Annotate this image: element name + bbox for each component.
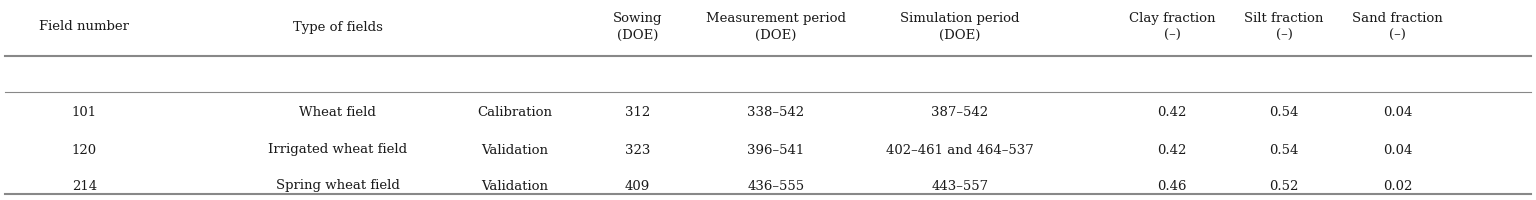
Text: Irrigated wheat field: Irrigated wheat field [269,144,407,156]
Text: 0.42: 0.42 [1157,106,1187,118]
Text: 338–542: 338–542 [746,106,805,118]
Text: 0.54: 0.54 [1269,106,1299,118]
Text: 436–555: 436–555 [746,180,805,192]
Text: 409: 409 [625,180,650,192]
Text: Simulation period
(DOE): Simulation period (DOE) [900,12,1020,42]
Text: Calibration: Calibration [478,106,551,118]
Text: 0.52: 0.52 [1269,180,1299,192]
Text: 402–461 and 464–537: 402–461 and 464–537 [886,144,1034,156]
Text: 0.04: 0.04 [1382,106,1413,118]
Text: Field number: Field number [40,21,129,33]
Text: 0.42: 0.42 [1157,144,1187,156]
Text: 387–542: 387–542 [931,106,989,118]
Text: Validation: Validation [481,180,548,192]
Text: Spring wheat field: Spring wheat field [276,180,399,192]
Text: Clay fraction
(–): Clay fraction (–) [1129,12,1215,42]
Text: Wheat field: Wheat field [300,106,376,118]
Text: 214: 214 [72,180,97,192]
Text: 120: 120 [72,144,97,156]
Text: Validation: Validation [481,144,548,156]
Text: 396–541: 396–541 [746,144,805,156]
Text: Sowing
(DOE): Sowing (DOE) [613,12,662,42]
Text: 323: 323 [625,144,650,156]
Text: 0.54: 0.54 [1269,144,1299,156]
Text: Silt fraction
(–): Silt fraction (–) [1244,12,1324,42]
Text: 312: 312 [625,106,650,118]
Text: 443–557: 443–557 [931,180,989,192]
Text: 101: 101 [72,106,97,118]
Text: Sand fraction
(–): Sand fraction (–) [1352,12,1444,42]
Text: 0.46: 0.46 [1157,180,1187,192]
Text: 0.04: 0.04 [1382,144,1413,156]
Text: Measurement period
(DOE): Measurement period (DOE) [705,12,846,42]
Text: Type of fields: Type of fields [293,21,382,33]
Text: 0.02: 0.02 [1382,180,1413,192]
